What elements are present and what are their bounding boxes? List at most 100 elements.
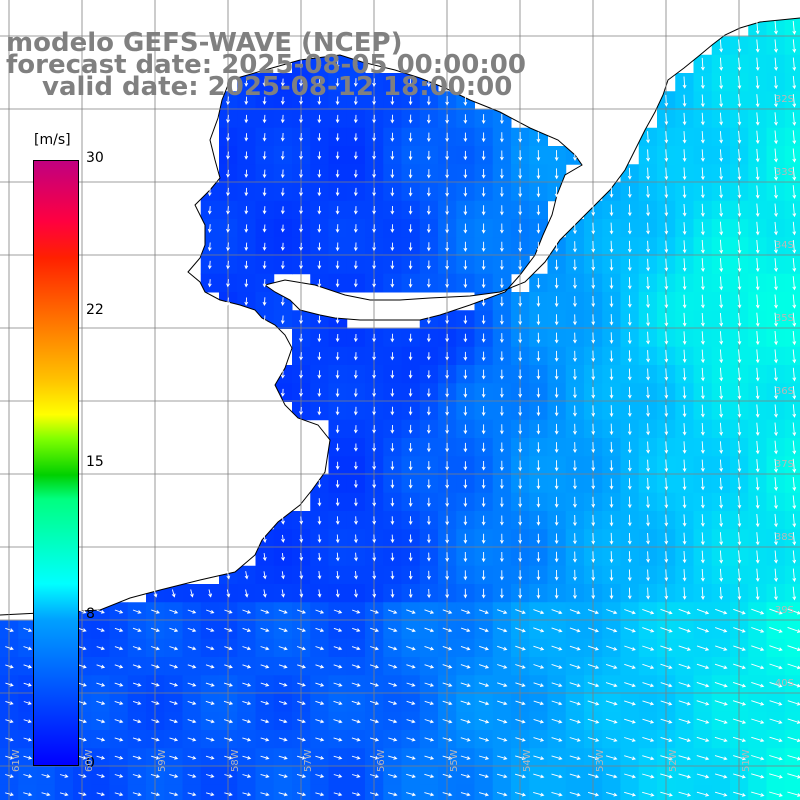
wind-arrow [714, 700, 728, 706]
wind-arrow [205, 646, 215, 651]
wind-arrow [244, 224, 249, 233]
wind-arrow [774, 240, 778, 254]
wind-arrow [390, 242, 395, 252]
wind-arrow [714, 755, 728, 761]
wind-arrow [769, 718, 783, 724]
wind-arrow [372, 352, 376, 361]
wind-arrow [515, 609, 526, 615]
wind-arrow [244, 151, 249, 160]
wind-arrow [551, 627, 563, 633]
wind-arrow [315, 646, 325, 651]
wind-arrow [372, 333, 376, 343]
wind-arrow [372, 443, 377, 452]
wind-arrow [554, 387, 559, 399]
wind-arrow [372, 571, 377, 580]
wind-arrow [445, 205, 449, 216]
wind-arrow [533, 609, 545, 615]
wind-arrow [627, 368, 632, 381]
wind-arrow [335, 279, 340, 288]
wind-arrow [792, 148, 797, 163]
wind-arrow [242, 792, 252, 797]
wind-arrow [554, 588, 559, 600]
wind-arrow [682, 222, 687, 236]
wind-arrow [242, 719, 252, 724]
wind-arrow [700, 94, 705, 108]
wind-arrow [132, 664, 142, 669]
wind-arrow [78, 627, 87, 632]
wind-arrow [390, 479, 395, 489]
wind-arrow [646, 423, 651, 436]
wind-arrow [536, 223, 541, 234]
wind-arrow [774, 532, 778, 546]
wind-cell [784, 200, 800, 220]
wind-arrow [77, 700, 87, 705]
wind-arrow [460, 718, 471, 724]
wind-arrow [280, 242, 285, 251]
wind-arrow [646, 532, 650, 545]
wind-cell [529, 784, 548, 800]
wind-arrow [297, 719, 306, 724]
wind-arrow [190, 589, 194, 598]
wind-arrow [769, 791, 783, 797]
wind-arrow [299, 224, 303, 233]
wind-arrow [682, 496, 687, 509]
wind-arrow [682, 149, 687, 162]
wind-arrow [500, 278, 504, 289]
wind-arrow [226, 187, 230, 197]
wind-arrow [262, 571, 267, 580]
wind-arrow [700, 477, 705, 491]
wind-arrow [5, 737, 14, 742]
wind-arrow [353, 78, 358, 87]
wind-arrow [427, 515, 431, 526]
wind-arrow [518, 223, 523, 234]
wind-arrow [335, 388, 340, 398]
wind-arrow [573, 478, 577, 490]
wind-arrow [333, 737, 343, 742]
wind-arrow [591, 532, 596, 545]
wind-arrow [335, 133, 340, 142]
wind-arrow [591, 332, 596, 344]
wind-arrow [426, 278, 431, 288]
wind-arrow [442, 682, 453, 687]
wind-arrow [335, 315, 340, 324]
wind-arrow [774, 349, 778, 364]
wind-cell [784, 474, 800, 494]
wind-arrow [244, 206, 249, 215]
wind-arrow [591, 478, 596, 490]
wind-arrow [551, 755, 563, 761]
wind-arrow [78, 755, 87, 760]
wind-arrow [151, 664, 160, 669]
wind-arrow [664, 551, 669, 564]
wind-arrow [696, 773, 710, 779]
wind-arrow [719, 550, 724, 564]
wind-arrow [536, 478, 541, 490]
wind-arrow [388, 737, 398, 742]
wind-arrow [226, 133, 230, 142]
wind-arrow [587, 791, 600, 797]
wind-arrow [460, 645, 471, 651]
wind-arrow [719, 185, 724, 199]
wind-arrow [406, 700, 416, 705]
wind-arrow [755, 550, 760, 564]
wind-arrow [605, 755, 618, 761]
wind-arrow [224, 755, 233, 760]
wind-arrow [500, 533, 504, 544]
wind-arrow [353, 59, 358, 69]
wind-arrow [207, 279, 212, 288]
wind-arrow [664, 532, 669, 545]
wind-arrow [792, 550, 797, 564]
wind-arrow [353, 279, 358, 288]
wind-arrow [315, 719, 325, 724]
wind-arrow [463, 515, 468, 526]
wind-cell [784, 146, 800, 165]
wind-arrow [205, 700, 215, 705]
wind-arrow [408, 278, 413, 288]
wind-arrow [569, 718, 582, 724]
wind-arrow [426, 169, 431, 179]
wind-arrow [515, 627, 526, 633]
wind-arrow [792, 568, 797, 583]
wind-arrow [278, 755, 288, 760]
wind-arrow [609, 441, 614, 454]
wind-arrow [554, 423, 559, 435]
wind-arrow [627, 295, 632, 308]
